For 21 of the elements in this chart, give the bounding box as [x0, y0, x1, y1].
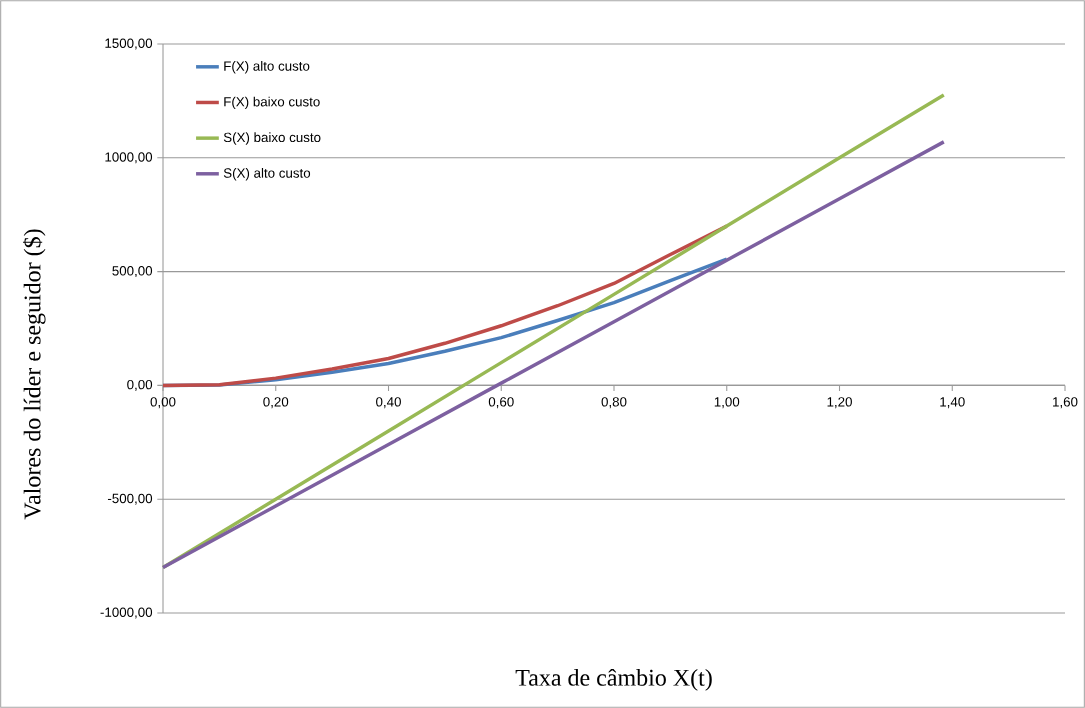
x-tick-label: 0,00 [150, 397, 176, 409]
x-tick-label: 0,60 [488, 397, 514, 409]
x-tick-label: 1,60 [1053, 397, 1078, 409]
x-tick-label: 1,00 [714, 397, 740, 409]
y-tick-label: 1500,00 [105, 38, 153, 50]
y-tick-label: 0,00 [127, 379, 153, 391]
x-tick-label: 1,40 [940, 397, 965, 409]
y-tick-label: 500,00 [112, 266, 153, 278]
x-axis-title: Taxa de câmbio X(t) [515, 668, 712, 691]
x-tick-label: 0,80 [601, 397, 627, 409]
y-tick-label: -500,00 [107, 493, 153, 505]
legend-label: S(X) baixo custo [223, 132, 321, 145]
legend-label: F(X) baixo custo [224, 96, 320, 110]
x-tick-label: 0,40 [376, 397, 401, 409]
y-tick-label: -1000,00 [100, 607, 153, 619]
legend-label: S(X) alto custo [223, 167, 311, 181]
y-axis-title: Valores do líder e seguidor ($) [22, 229, 46, 520]
legend-label: F(X) alto custo [224, 60, 310, 74]
x-tick-label: 0,20 [263, 397, 289, 409]
x-tick-label: 1,20 [827, 397, 852, 409]
y-tick-label: 1000,00 [105, 152, 153, 164]
